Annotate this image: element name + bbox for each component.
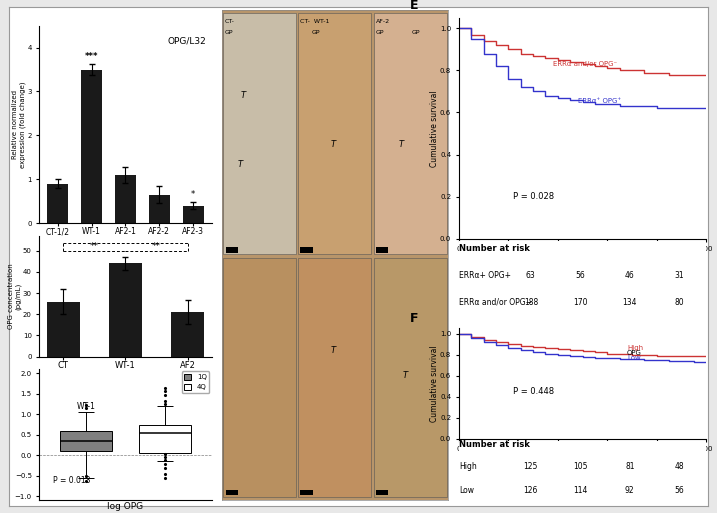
Text: 80: 80 <box>675 298 684 307</box>
Text: 170: 170 <box>573 298 587 307</box>
Text: 81: 81 <box>625 463 635 471</box>
Bar <box>109 264 142 357</box>
Text: T: T <box>331 346 336 355</box>
Text: ERRα+ OPG+: ERRα+ OPG+ <box>459 271 511 280</box>
Text: T: T <box>238 160 243 169</box>
Text: 31: 31 <box>675 271 684 280</box>
Text: Low: Low <box>627 356 641 361</box>
Bar <box>376 490 389 495</box>
FancyBboxPatch shape <box>139 425 191 453</box>
X-axis label: log OPG: log OPG <box>108 502 143 510</box>
Text: Number at risk: Number at risk <box>459 244 530 252</box>
Text: 105: 105 <box>573 463 587 471</box>
Bar <box>47 184 68 223</box>
Text: **: ** <box>90 242 99 251</box>
Y-axis label: Relative normalized
expression (fold change): Relative normalized expression (fold cha… <box>12 81 26 168</box>
Text: AF-2: AF-2 <box>376 18 390 24</box>
Bar <box>47 302 80 357</box>
Text: T: T <box>240 91 245 101</box>
Text: Low: Low <box>459 486 474 495</box>
Text: T: T <box>403 371 408 380</box>
Bar <box>226 490 238 495</box>
Text: 46: 46 <box>625 271 635 280</box>
Text: GP: GP <box>412 30 420 35</box>
Text: E: E <box>409 0 418 12</box>
Text: 48: 48 <box>675 463 684 471</box>
Text: 125: 125 <box>523 463 538 471</box>
Text: 56: 56 <box>576 271 585 280</box>
Bar <box>81 70 102 223</box>
Text: T: T <box>399 141 404 149</box>
Bar <box>298 258 371 497</box>
FancyBboxPatch shape <box>60 431 112 451</box>
Text: WT-1: WT-1 <box>77 402 95 411</box>
Text: P = 0.028: P = 0.028 <box>513 192 554 201</box>
Text: ERRα and/or OPG−: ERRα and/or OPG− <box>459 298 532 307</box>
Text: P = 0.013: P = 0.013 <box>53 476 91 485</box>
Bar <box>171 312 204 357</box>
Y-axis label: Cumulative survival: Cumulative survival <box>429 90 439 167</box>
Y-axis label: OPG concentration
(pg/mL): OPG concentration (pg/mL) <box>8 263 22 329</box>
Text: High: High <box>459 463 477 471</box>
Text: 92: 92 <box>625 486 635 495</box>
Text: F: F <box>409 312 418 325</box>
Text: GP: GP <box>224 30 233 35</box>
Text: 56: 56 <box>675 486 684 495</box>
Bar <box>374 258 447 497</box>
X-axis label: Time (mo): Time (mo) <box>561 458 604 467</box>
Bar <box>224 13 295 254</box>
Text: GP: GP <box>376 30 384 35</box>
Bar <box>149 194 170 223</box>
Legend: 1Q, 4Q: 1Q, 4Q <box>181 371 209 393</box>
Text: P = 0.448: P = 0.448 <box>513 387 554 397</box>
Text: OPG: OPG <box>627 350 642 356</box>
Bar <box>300 490 313 495</box>
Text: **: ** <box>152 242 161 251</box>
Bar <box>226 247 238 253</box>
Text: GP: GP <box>311 30 320 35</box>
Bar <box>300 247 313 253</box>
Text: T: T <box>331 141 336 149</box>
Bar <box>115 175 136 223</box>
X-axis label: Time (mo): Time (mo) <box>561 258 604 267</box>
Text: 114: 114 <box>573 486 587 495</box>
Text: 63: 63 <box>526 271 536 280</box>
Bar <box>374 13 447 254</box>
Text: 134: 134 <box>622 298 637 307</box>
Text: OPG/L32: OPG/L32 <box>168 36 206 46</box>
Text: 126: 126 <box>523 486 538 495</box>
Text: CT-: CT- <box>224 18 234 24</box>
Text: ERRα⁺ OPG⁺: ERRα⁺ OPG⁺ <box>578 98 621 104</box>
Bar <box>183 206 204 223</box>
Bar <box>376 247 389 253</box>
Bar <box>224 258 295 497</box>
Text: ERRα and/or OPG⁻: ERRα and/or OPG⁻ <box>553 61 617 67</box>
Text: High: High <box>627 345 643 351</box>
Text: CT-  WT-1: CT- WT-1 <box>300 18 330 24</box>
Text: ***: *** <box>85 52 98 61</box>
Text: B: B <box>202 0 212 1</box>
Text: *: * <box>191 190 195 199</box>
Y-axis label: Cumulative survival: Cumulative survival <box>429 345 439 422</box>
Text: Number at risk: Number at risk <box>459 440 530 449</box>
Bar <box>298 13 371 254</box>
Text: 188: 188 <box>523 298 538 307</box>
